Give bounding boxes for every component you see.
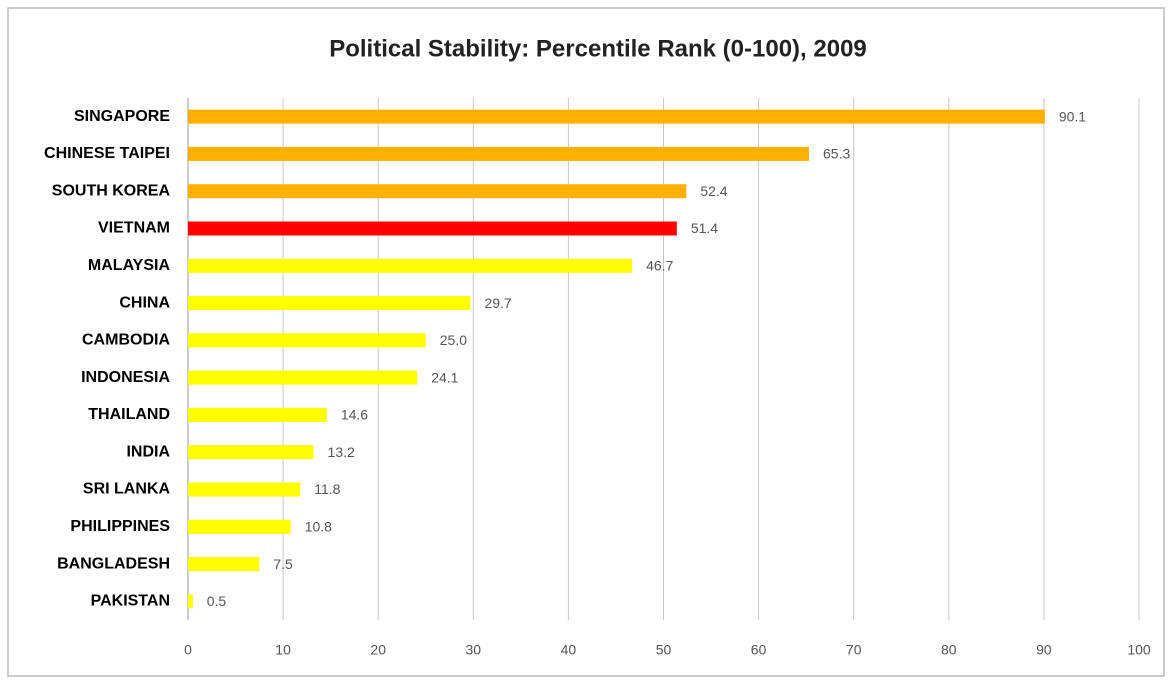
y-tick-label: BANGLADESH <box>57 555 170 572</box>
value-label: 29.7 <box>484 295 511 311</box>
chart-title: Political Stability: Percentile Rank (0-… <box>329 35 867 62</box>
y-tick-label: SINGAPORE <box>74 108 170 125</box>
y-tick-label: INDONESIA <box>81 369 170 386</box>
y-tick-label: CHINESE TAIPEI <box>44 145 170 162</box>
bar <box>188 519 291 534</box>
value-label: 13.2 <box>328 444 355 460</box>
x-tick-label: 10 <box>275 642 291 658</box>
y-tick-label: CHINA <box>119 294 170 311</box>
y-tick-label: INDIA <box>126 443 170 460</box>
x-tick-label: 0 <box>184 642 192 658</box>
value-label: 90.1 <box>1059 108 1086 124</box>
value-label: 51.4 <box>691 220 718 236</box>
bar <box>188 109 1045 124</box>
bar <box>188 184 687 199</box>
y-tick-label: VIETNAM <box>98 220 170 237</box>
bar <box>188 258 633 273</box>
x-tick-label: 80 <box>941 642 957 658</box>
x-tick-label: 60 <box>751 642 767 658</box>
x-tick-label: 90 <box>1036 642 1052 658</box>
bar <box>188 146 810 161</box>
bar <box>188 557 260 572</box>
y-tick-label: SOUTH KOREA <box>52 182 171 199</box>
value-label: 11.8 <box>314 481 340 497</box>
bar <box>188 221 677 236</box>
value-label: 7.5 <box>273 556 293 572</box>
bar <box>188 333 426 348</box>
value-label: 25.0 <box>440 332 467 348</box>
bar <box>188 445 314 460</box>
x-tick-label: 100 <box>1127 642 1151 658</box>
y-tick-label: MALAYSIA <box>88 257 171 274</box>
x-tick-label: 30 <box>466 642 482 658</box>
chart-frame <box>7 7 1165 677</box>
x-tick-label: 20 <box>370 642 386 658</box>
y-tick-label: SRI LANKA <box>83 481 171 498</box>
y-tick-label: PAKISTAN <box>91 593 170 610</box>
y-tick-label: THAILAND <box>88 406 170 423</box>
bar <box>188 594 193 609</box>
value-label: 14.6 <box>341 407 368 423</box>
y-tick-label: PHILIPPINES <box>70 518 170 535</box>
y-tick-label: CAMBODIA <box>82 332 170 349</box>
x-tick-label: 70 <box>846 642 862 658</box>
value-label: 65.3 <box>823 146 850 162</box>
value-label: 46.7 <box>646 257 673 273</box>
value-label: 52.4 <box>700 183 727 199</box>
value-label: 0.5 <box>207 593 227 609</box>
value-label: 10.8 <box>305 518 332 534</box>
value-label: 24.1 <box>431 369 458 385</box>
bar <box>188 482 301 497</box>
bar <box>188 296 471 311</box>
bar <box>188 370 418 385</box>
x-tick-label: 50 <box>656 642 672 658</box>
bar <box>188 407 327 422</box>
x-tick-label: 40 <box>561 642 577 658</box>
